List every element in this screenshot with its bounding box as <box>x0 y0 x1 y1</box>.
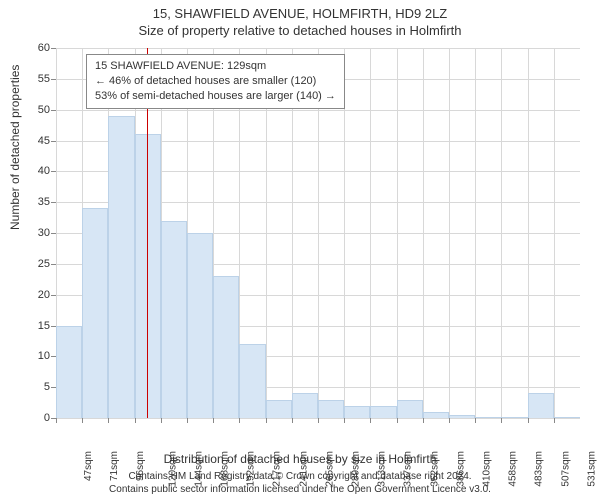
tick-x <box>475 418 476 423</box>
tick-x <box>82 418 83 423</box>
histogram-bar <box>161 221 187 418</box>
x-axis-title: Distribution of detached houses by size … <box>0 452 600 466</box>
info-box-line3: 53% of semi-detached houses are larger (… <box>95 89 336 104</box>
info-box-line1: 15 SHAWFIELD AVENUE: 129sqm <box>95 59 336 74</box>
histogram-bar <box>554 417 580 418</box>
y-tick-label: 15 <box>22 320 50 332</box>
y-axis-title: Number of detached properties <box>8 65 22 230</box>
footer: Contains HM Land Registry data © Crown c… <box>0 471 600 496</box>
y-tick-label: 5 <box>22 381 50 393</box>
y-tick-label: 25 <box>22 258 50 270</box>
histogram-bar <box>187 233 213 418</box>
tick-x <box>161 418 162 423</box>
histogram-bar <box>108 116 134 418</box>
histogram-bar <box>292 393 318 418</box>
histogram-bar <box>370 406 396 418</box>
tick-x <box>213 418 214 423</box>
y-tick-label: 55 <box>22 73 50 85</box>
tick-x <box>318 418 319 423</box>
histogram-bar <box>239 344 265 418</box>
histogram-bar <box>266 400 292 419</box>
info-box-line2: ← 46% of detached houses are smaller (12… <box>95 74 336 89</box>
histogram-bar <box>344 406 370 418</box>
histogram-bar <box>56 326 82 419</box>
tick-x <box>239 418 240 423</box>
tick-x <box>56 418 57 423</box>
tick-x <box>292 418 293 423</box>
plot-area: 15 SHAWFIELD AVENUE: 129sqm ← 46% of det… <box>56 48 580 418</box>
y-tick-label: 0 <box>22 412 50 424</box>
histogram-bar <box>135 134 161 418</box>
tick-x <box>397 418 398 423</box>
title-main: 15, SHAWFIELD AVENUE, HOLMFIRTH, HD9 2LZ <box>0 0 600 21</box>
y-tick-label: 45 <box>22 135 50 147</box>
tick-x <box>554 418 555 423</box>
info-box: 15 SHAWFIELD AVENUE: 129sqm ← 46% of det… <box>86 54 345 109</box>
y-tick-label: 10 <box>22 350 50 362</box>
tick-x <box>266 418 267 423</box>
histogram-bar <box>213 276 239 418</box>
title-sub: Size of property relative to detached ho… <box>0 21 600 38</box>
footer-line1: Contains HM Land Registry data © Crown c… <box>0 471 600 484</box>
tick-x <box>108 418 109 423</box>
y-tick-label: 50 <box>22 104 50 116</box>
chart-container: 15, SHAWFIELD AVENUE, HOLMFIRTH, HD9 2LZ… <box>0 0 600 500</box>
histogram-bar <box>449 415 475 418</box>
histogram-bar <box>528 393 554 418</box>
histogram-bar <box>397 400 423 419</box>
tick-x <box>135 418 136 423</box>
tick-x <box>344 418 345 423</box>
y-tick-label: 30 <box>22 227 50 239</box>
tick-x <box>501 418 502 423</box>
histogram-bar <box>501 417 527 418</box>
histogram-bar <box>475 417 501 418</box>
y-tick-label: 60 <box>22 42 50 54</box>
tick-x <box>370 418 371 423</box>
tick-x <box>423 418 424 423</box>
histogram-bar <box>82 208 108 418</box>
footer-line2: Contains public sector information licen… <box>0 484 600 497</box>
y-tick-label: 35 <box>22 196 50 208</box>
tick-x <box>528 418 529 423</box>
histogram-bar <box>423 412 449 418</box>
tick-x <box>187 418 188 423</box>
y-tick-label: 20 <box>22 289 50 301</box>
y-tick-label: 40 <box>22 165 50 177</box>
tick-x <box>449 418 450 423</box>
histogram-bar <box>318 400 344 419</box>
